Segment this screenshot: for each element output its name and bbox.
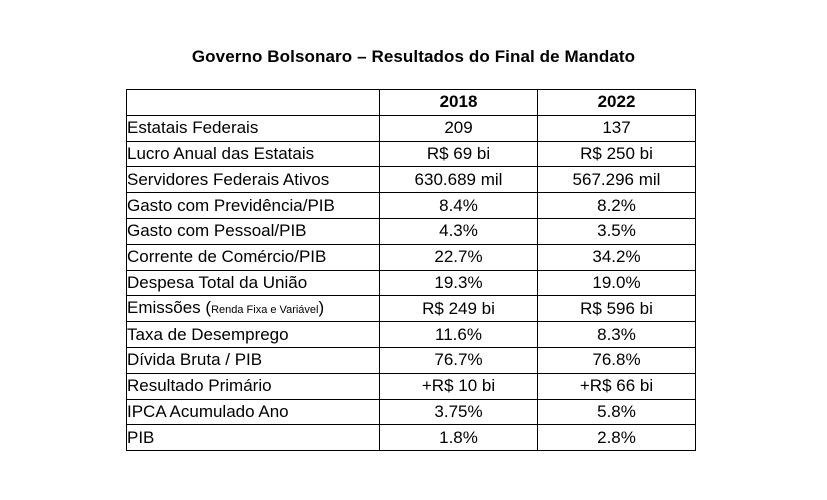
value-2018: R$ 249 bi <box>379 295 538 323</box>
results-table: 2018 2022 Estatais Federais 209 137 Lucr… <box>126 89 696 452</box>
value-2018: 8.4% <box>379 192 538 219</box>
value-2018: 3.75% <box>379 398 538 426</box>
table-row: Despesa Total da União 19.3% 19.0% <box>126 269 696 297</box>
value-2022: 34.2% <box>537 243 696 271</box>
row-label: Resultado Primário <box>126 372 380 400</box>
value-2022: 137 <box>537 114 696 142</box>
row-label: PIB <box>126 424 380 452</box>
table-row: Emissões (Renda Fixa e Variável) R$ 249 … <box>126 295 696 323</box>
row-label: Estatais Federais <box>126 114 380 142</box>
value-2018: +R$ 10 bi <box>379 372 538 400</box>
value-2022: 567.296 mil <box>537 166 696 194</box>
value-2018: R$ 69 bi <box>379 140 538 168</box>
row-label-tail: ) <box>318 297 325 317</box>
table-row: Gasto com Previdência/PIB 8.4% 8.2% <box>126 192 696 219</box>
header-cell-label <box>126 89 380 116</box>
value-2018: 22.7% <box>379 243 538 271</box>
value-2022: 8.2% <box>537 192 696 219</box>
table-row: Resultado Primário +R$ 10 bi +R$ 66 bi <box>126 372 696 400</box>
table-header-row: 2018 2022 <box>126 89 696 116</box>
value-2022: 76.8% <box>537 346 696 374</box>
table-row: Servidores Federais Ativos 630.689 mil 5… <box>126 166 696 194</box>
row-label: Taxa de Desemprego <box>126 321 380 348</box>
table-row: IPCA Acumulado Ano 3.75% 5.8% <box>126 398 696 426</box>
table-row: Gasto com Pessoal/PIB 4.3% 3.5% <box>126 217 696 245</box>
row-label: Dívida Bruta / PIB <box>126 346 380 374</box>
value-2018: 630.689 mil <box>379 166 538 194</box>
value-2018: 19.3% <box>379 269 538 297</box>
value-2018: 11.6% <box>379 321 538 348</box>
row-label: Corrente de Comércio/PIB <box>126 243 380 271</box>
table-row: Dívida Bruta / PIB 76.7% 76.8% <box>126 346 696 374</box>
row-label: Despesa Total da União <box>126 269 380 297</box>
row-label: Gasto com Pessoal/PIB <box>126 217 380 245</box>
row-label-emissoes: Emissões (Renda Fixa e Variável) <box>126 295 380 323</box>
table-row: PIB 1.8% 2.8% <box>126 424 696 452</box>
row-label-note: Renda Fixa e Variável <box>211 303 319 316</box>
value-2022: R$ 250 bi <box>537 140 696 168</box>
value-2022: 3.5% <box>537 217 696 245</box>
value-2022: 5.8% <box>537 398 696 426</box>
row-label: Lucro Anual das Estatais <box>126 140 380 168</box>
row-label: IPCA Acumulado Ano <box>126 398 380 426</box>
value-2018: 76.7% <box>379 346 538 374</box>
table-row: Lucro Anual das Estatais R$ 69 bi R$ 250… <box>126 140 696 168</box>
row-label: Gasto com Previdência/PIB <box>126 192 380 219</box>
value-2022: 19.0% <box>537 269 696 297</box>
value-2018: 4.3% <box>379 217 538 245</box>
value-2022: R$ 596 bi <box>537 295 696 323</box>
value-2022: 8.3% <box>537 321 696 348</box>
value-2022: +R$ 66 bi <box>537 372 696 400</box>
header-cell-2022: 2022 <box>537 89 696 116</box>
header-cell-2018: 2018 <box>379 89 538 116</box>
row-label-main: Emissões ( <box>127 297 212 317</box>
value-2018: 209 <box>379 114 538 142</box>
value-2022: 2.8% <box>537 424 696 452</box>
value-2018: 1.8% <box>379 424 538 452</box>
table-row: Estatais Federais 209 137 <box>126 114 696 142</box>
table-row: Corrente de Comércio/PIB 22.7% 34.2% <box>126 243 696 271</box>
row-label: Servidores Federais Ativos <box>126 166 380 194</box>
page-title: Governo Bolsonaro – Resultados do Final … <box>191 47 636 66</box>
table-row: Taxa de Desemprego 11.6% 8.3% <box>126 321 696 348</box>
